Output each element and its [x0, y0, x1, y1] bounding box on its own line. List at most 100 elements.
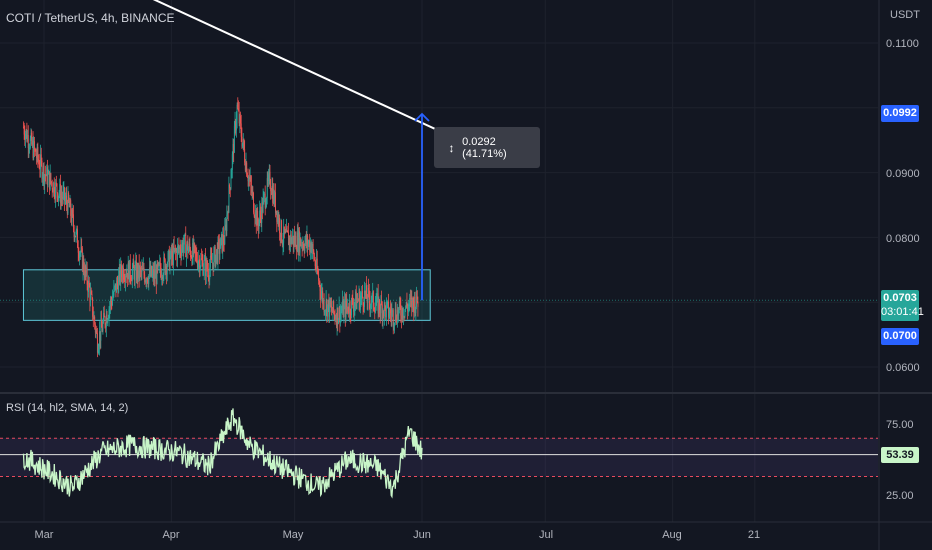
- candle-body: [184, 234, 186, 236]
- candle-body: [28, 147, 30, 149]
- candle-body: [197, 262, 199, 268]
- candle-body: [391, 311, 393, 318]
- candle-body: [212, 262, 213, 264]
- candle-body: [53, 182, 55, 193]
- candle-body: [49, 173, 51, 190]
- candle-body: [208, 277, 210, 280]
- candle-body: [323, 299, 325, 313]
- support-price-label: 0.0700: [881, 328, 919, 345]
- candle-body: [186, 241, 188, 248]
- candle-body: [35, 149, 37, 156]
- candle-body: [383, 302, 385, 317]
- candle-body: [101, 319, 102, 328]
- candle-body: [64, 199, 66, 201]
- candle-body: [104, 317, 106, 326]
- candle-body: [308, 240, 310, 244]
- candle-body: [388, 314, 390, 317]
- candle-body: [169, 257, 171, 270]
- price-tick: 0.0600: [886, 362, 920, 374]
- candle-body: [133, 268, 135, 281]
- rsi-indicator-title[interactable]: RSI (14, hl2, SMA, 14, 2): [6, 402, 129, 414]
- symbol-title[interactable]: COTI / TetherUS, 4h, BINANCE: [6, 11, 175, 25]
- candle-body: [41, 160, 43, 179]
- candle-body: [198, 259, 200, 272]
- candle-body: [240, 123, 242, 137]
- candle-body: [135, 261, 137, 280]
- candle-body: [295, 235, 297, 250]
- candle-body: [31, 140, 33, 145]
- candle-body: [254, 216, 256, 219]
- candle-body: [141, 268, 143, 273]
- candle-body: [131, 280, 133, 281]
- candle-body: [106, 314, 108, 323]
- candle-body: [220, 234, 222, 238]
- candle-body: [296, 232, 298, 252]
- candle-body: [45, 175, 47, 177]
- candle-body: [92, 316, 94, 319]
- candle-body: [68, 200, 70, 208]
- candle-body: [372, 291, 374, 295]
- candle-body: [149, 267, 151, 276]
- candle-body: [42, 176, 44, 179]
- candle-body: [328, 300, 330, 317]
- candle-body: [229, 187, 231, 189]
- candle-body: [201, 259, 203, 261]
- candle-body: [276, 210, 278, 222]
- candle-body: [123, 279, 125, 281]
- candle-body: [279, 233, 281, 238]
- candle-body: [369, 299, 371, 308]
- candle-body: [176, 250, 178, 260]
- candle-body: [24, 134, 26, 140]
- candle-body: [396, 320, 398, 324]
- candle-body: [43, 165, 45, 184]
- candle-body: [377, 293, 378, 295]
- measure-callout[interactable]: ↕ 0.0292 (41.71%): [434, 127, 540, 168]
- candle-body: [405, 302, 407, 308]
- candle-body: [223, 243, 225, 245]
- candle-body: [351, 298, 352, 316]
- candle-body: [324, 310, 326, 312]
- candle-body: [44, 174, 46, 176]
- candle-body: [214, 247, 216, 267]
- target-price-label: 0.0992: [881, 105, 919, 122]
- candle-body: [189, 243, 191, 250]
- candle-body: [95, 330, 97, 333]
- candle-body: [393, 325, 395, 326]
- candle-body: [105, 314, 107, 328]
- rsi-band-fill: [0, 438, 878, 477]
- candle-body: [385, 306, 387, 318]
- candle-body: [214, 247, 215, 253]
- candle-body: [82, 258, 84, 271]
- time-tick: Aug: [662, 529, 682, 541]
- measure-label: 0.0292 (41.71%): [462, 135, 507, 160]
- candle-body: [344, 300, 346, 318]
- candle-body: [144, 280, 146, 283]
- candle-body: [219, 248, 221, 254]
- candle-body: [291, 239, 293, 244]
- candle-body: [185, 234, 187, 258]
- candle-body: [37, 147, 39, 160]
- candle-body: [348, 302, 350, 314]
- candle-body: [389, 309, 391, 315]
- candle-body: [144, 274, 146, 283]
- candle-body: [235, 121, 237, 131]
- candle-body: [355, 291, 357, 310]
- candle-body: [370, 303, 372, 305]
- candle-body: [84, 265, 86, 278]
- rsi-tick: 75.00: [886, 419, 914, 431]
- candle-body: [285, 227, 287, 233]
- candle-body: [253, 193, 254, 213]
- candle-body: [286, 227, 288, 231]
- candle-body: [374, 309, 376, 313]
- candle-body: [382, 311, 384, 320]
- candle-body: [25, 133, 26, 140]
- candle-body: [350, 313, 352, 316]
- candle-body: [77, 229, 79, 248]
- candle-body: [416, 290, 418, 302]
- candle-body: [97, 350, 99, 353]
- candle-body: [217, 240, 219, 263]
- candle-body: [408, 304, 410, 307]
- candle-body: [61, 195, 63, 197]
- candle-body: [261, 202, 263, 223]
